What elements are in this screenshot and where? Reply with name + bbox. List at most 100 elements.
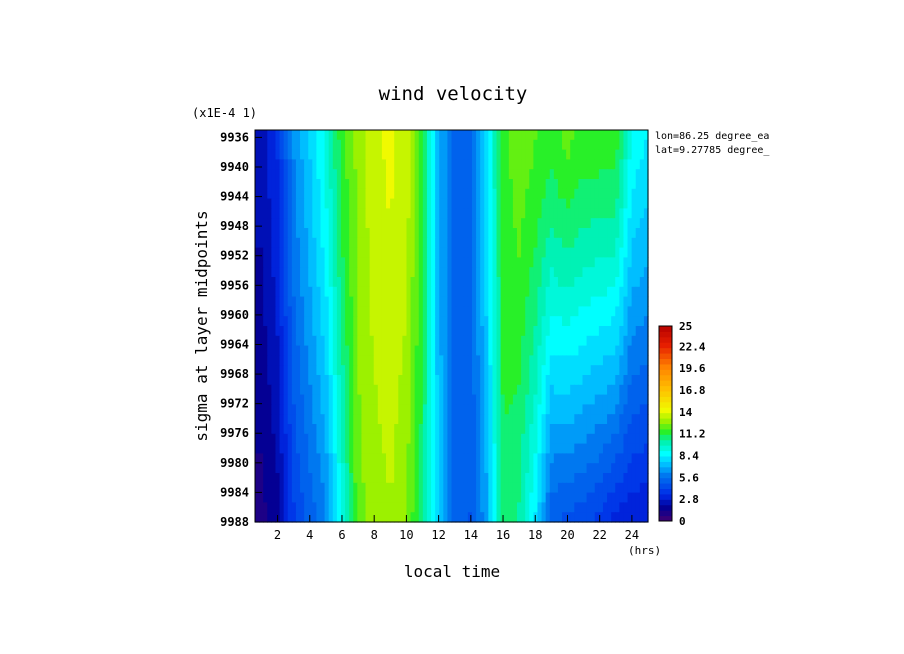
contour-cell — [586, 179, 592, 190]
contour-cell — [594, 345, 600, 356]
contour-cell — [390, 326, 395, 337]
contour-cell — [295, 512, 301, 523]
contour-cell — [476, 463, 481, 474]
contour-cell — [517, 424, 522, 435]
contour-cell — [439, 443, 444, 454]
contour-cell — [455, 179, 461, 190]
contour-cell — [643, 159, 649, 170]
contour-cell — [484, 394, 489, 405]
contour-cell — [283, 502, 289, 513]
contour-cell — [418, 267, 424, 278]
contour-cell — [443, 130, 448, 141]
contour-cell — [431, 237, 436, 249]
contour-cell — [537, 277, 543, 288]
contour-cell — [295, 130, 301, 141]
contour-cell — [639, 394, 645, 405]
contour-cell — [602, 443, 608, 454]
contour-cell — [566, 208, 571, 219]
contour-cell — [381, 169, 387, 180]
contour-cell — [381, 188, 387, 200]
contour-cell — [553, 365, 559, 376]
contour-cell — [410, 482, 416, 494]
contour-cell — [533, 424, 539, 435]
contour-cell — [320, 296, 326, 307]
contour-cell — [623, 159, 629, 170]
contour-cell — [312, 433, 317, 445]
contour-cell — [287, 247, 293, 258]
contour-cell — [521, 237, 526, 249]
contour-cell — [578, 335, 584, 347]
contour-cell — [443, 159, 448, 170]
contour-cell — [517, 277, 522, 288]
contour-cell — [545, 286, 551, 298]
contour-cell — [316, 453, 322, 464]
contour-cell — [541, 443, 547, 454]
contour-cell — [623, 394, 629, 405]
contour-cell — [541, 316, 547, 327]
contour-cell — [639, 404, 645, 415]
contour-cell — [607, 316, 612, 327]
contour-cell — [426, 355, 432, 366]
contour-cell — [459, 433, 465, 445]
contour-cell — [369, 424, 375, 435]
contour-cell — [533, 502, 539, 513]
contour-cell — [426, 512, 432, 523]
contour-cell — [627, 267, 633, 278]
contour-cell — [521, 355, 526, 366]
contour-cell — [643, 355, 649, 366]
contour-cell — [607, 169, 612, 180]
contour-cell — [500, 286, 506, 298]
contour-cell — [578, 257, 584, 268]
contour-cell — [553, 463, 559, 474]
colorbar-segment — [659, 515, 672, 522]
contour-cell — [300, 404, 305, 415]
contour-cell — [328, 218, 334, 229]
contour-cell — [459, 267, 465, 278]
contour-cell — [492, 414, 498, 425]
contour-cell — [279, 257, 285, 268]
contour-cell — [287, 384, 293, 396]
contour-cell — [336, 492, 342, 503]
contour-cell — [431, 482, 436, 494]
contour-cell — [336, 139, 342, 151]
contour-cell — [500, 414, 506, 425]
contour-cell — [431, 443, 436, 454]
contour-cell — [480, 208, 485, 219]
contour-cell — [607, 139, 612, 151]
contour-cell — [500, 247, 506, 258]
contour-cell — [353, 257, 358, 268]
contour-cell — [631, 130, 637, 141]
contour-cell — [643, 512, 649, 523]
contour-cell — [361, 159, 367, 170]
contour-cell — [377, 179, 383, 190]
contour-cell — [340, 345, 346, 356]
contour-cell — [471, 139, 477, 151]
contour-cell — [639, 257, 645, 268]
contour-cell — [345, 502, 350, 513]
contour-cell — [512, 198, 518, 209]
contour-cell — [455, 463, 461, 474]
contour-cell — [476, 492, 481, 503]
contour-cell — [566, 375, 571, 386]
contour-cell — [451, 296, 457, 307]
contour-cell — [455, 345, 461, 356]
contour-cell — [619, 512, 625, 523]
contour-cell — [287, 188, 293, 200]
contour-cell — [340, 267, 346, 278]
contour-cell — [488, 277, 494, 288]
contour-cell — [627, 306, 633, 317]
contour-cell — [492, 218, 498, 229]
contour-cell — [402, 257, 408, 268]
contour-cell — [316, 326, 322, 337]
contour-cell — [541, 433, 547, 445]
contour-cell — [386, 482, 391, 494]
contour-cell — [529, 404, 534, 415]
contour-cell — [336, 228, 342, 239]
contour-cell — [377, 159, 383, 170]
contour-cell — [643, 492, 649, 503]
contour-cell — [373, 433, 379, 445]
contour-cell — [357, 159, 363, 170]
contour-cell — [295, 384, 301, 396]
contour-cell — [508, 306, 514, 317]
contour-cell — [570, 492, 575, 503]
